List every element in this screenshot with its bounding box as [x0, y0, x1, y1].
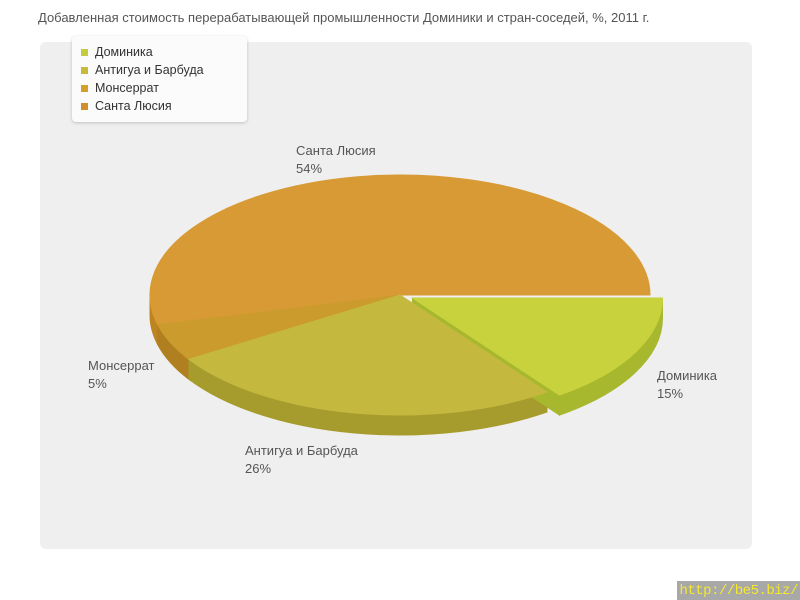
svg-text:54%: 54%	[296, 161, 322, 176]
svg-text:Доминика: Доминика	[657, 368, 718, 383]
svg-text:5%: 5%	[88, 376, 107, 391]
svg-text:26%: 26%	[245, 461, 271, 476]
svg-text:Санта Люсия: Санта Люсия	[296, 143, 376, 158]
svg-text:Монсеррат: Монсеррат	[88, 358, 155, 373]
svg-text:15%: 15%	[657, 386, 683, 401]
svg-text:Антигуа и Барбуда: Антигуа и Барбуда	[245, 443, 359, 458]
